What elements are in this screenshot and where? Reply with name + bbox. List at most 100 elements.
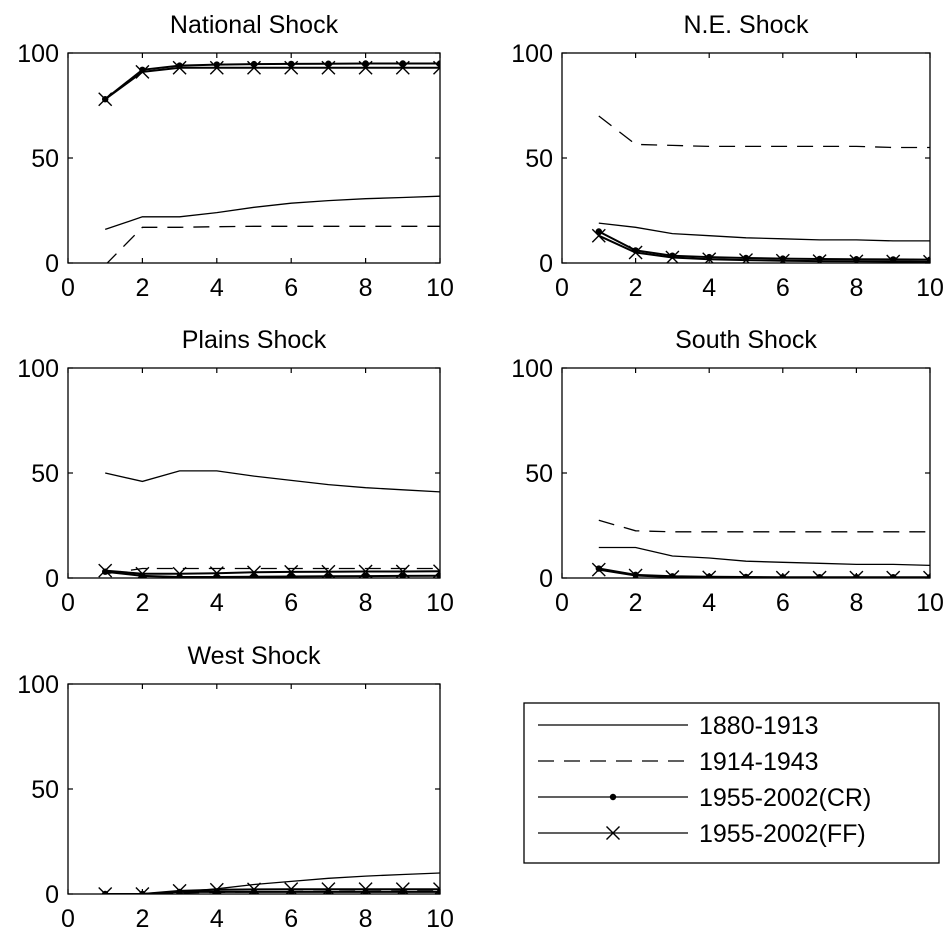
data-point-marker [321,564,336,578]
axes-frame [561,52,931,264]
data-point-marker-stroke-a [433,564,440,573]
data-point-marker [923,570,930,578]
data-point-marker-stroke-a [923,254,930,263]
x-tick-label: 4 [702,589,716,617]
panel-title: South Shock [675,326,817,354]
data-point-marker-stroke-a [98,887,107,894]
x-tick-label: 8 [849,274,863,302]
x-tick-label: 4 [702,274,716,302]
data-point-marker-stroke-b [742,253,753,263]
legend-marker [609,793,617,801]
legend-label: 1880-1913 [699,712,819,740]
panel-title: National Shock [170,11,339,39]
x-tick-label: 2 [135,905,149,933]
y-tick-label: 0 [45,881,59,909]
legend-marker [606,826,620,840]
axes-frame [67,683,441,895]
data-point-marker [433,60,440,75]
data-point-marker [665,250,680,263]
x-tick-label: 8 [359,905,373,933]
data-point-marker [395,564,410,578]
data-point-marker [321,60,336,75]
axes-frame [561,367,931,579]
data-point-marker [172,60,187,75]
y-tick-label: 0 [45,565,59,593]
data-point-marker-stroke-b [433,66,440,75]
y-tick-label: 100 [17,671,59,699]
data-point-marker [591,228,606,243]
series-line-3 [104,62,440,100]
x-tick-label: 8 [849,589,863,617]
y-tick-label: 100 [511,40,553,68]
legend-item-2: 1914-1943 [538,748,819,776]
y-tick-label: 50 [525,145,553,173]
x-tick-label: 10 [426,274,454,302]
data-point-marker [591,562,606,577]
data-point-marker-stroke-b [141,887,150,894]
series-line-2 [106,225,440,263]
x-tick-label: 8 [359,274,373,302]
data-point-marker [172,566,187,578]
data-point-marker-stroke-b [135,64,150,79]
data-point-marker [172,883,187,894]
data-point-marker-stroke-b [284,564,299,578]
data-point-marker [595,228,602,235]
data-point-marker [628,245,643,260]
x-tick-label: 2 [629,274,643,302]
data-point-marker-stroke-b [98,563,113,578]
data-point-marker-stroke-b [247,60,261,75]
series-line-2 [598,115,930,149]
legend: 1880-1913 1914-1943 1955-2002(CR) 1955-2002… [523,702,940,864]
y-tick-label: 50 [31,776,59,804]
legend-item-4: 1955-2002(FF) [538,820,866,848]
data-point-marker [399,60,406,67]
data-point-marker [325,573,332,578]
data-point-marker-stroke-b [628,245,643,260]
y-tick-label: 100 [17,40,59,68]
data-point-marker-stroke-b [890,254,901,263]
x-tick-label: 2 [135,589,149,617]
legend-label: 1914-1943 [699,748,819,776]
series-line-4 [104,66,440,101]
data-point-marker-stroke-a [135,887,144,894]
data-point-marker-stroke-b [816,254,827,263]
legend-item-1: 1880-1913 [538,712,819,740]
series-line-3 [105,570,440,578]
y-tick-label: 100 [17,355,59,383]
data-point-marker-stroke-a [433,882,440,891]
data-point-marker [358,60,373,75]
y-tick-label: 0 [539,250,553,278]
data-point-marker-stroke-b [104,887,113,894]
y-tick-label: 50 [31,460,59,488]
panel-title: West Shock [188,642,321,670]
data-point-marker-stroke-b [172,60,187,75]
data-point-marker [739,253,753,263]
data-point-marker [135,64,150,79]
legend-marker-stroke-b [606,826,620,840]
data-point-marker [395,60,410,75]
y-tick-label: 0 [539,565,553,593]
data-point-marker [247,60,261,75]
x-tick-label: 10 [916,274,944,302]
series-line-1 [105,872,440,894]
series-line-1 [105,470,440,493]
data-point-marker-stroke-b [321,564,336,578]
data-point-marker-stroke-b [174,566,187,578]
data-point-marker [923,254,930,263]
data-point-marker-stroke-b [98,92,113,107]
data-point-marker [209,60,224,75]
data-point-marker-stroke-b [591,562,606,577]
data-point-marker [433,564,440,578]
data-point-marker [98,563,113,578]
data-point-marker-stroke-b [175,883,187,894]
x-tick-label: 6 [284,905,298,933]
data-point-marker-stroke-b [321,60,336,75]
data-point-marker-stroke-b [670,569,680,578]
x-tick-label: 10 [916,589,944,617]
series-line-4 [105,888,440,894]
data-point-marker-stroke-b [395,564,410,578]
data-point-marker-stroke-b [247,565,261,578]
data-point-marker [665,569,680,578]
